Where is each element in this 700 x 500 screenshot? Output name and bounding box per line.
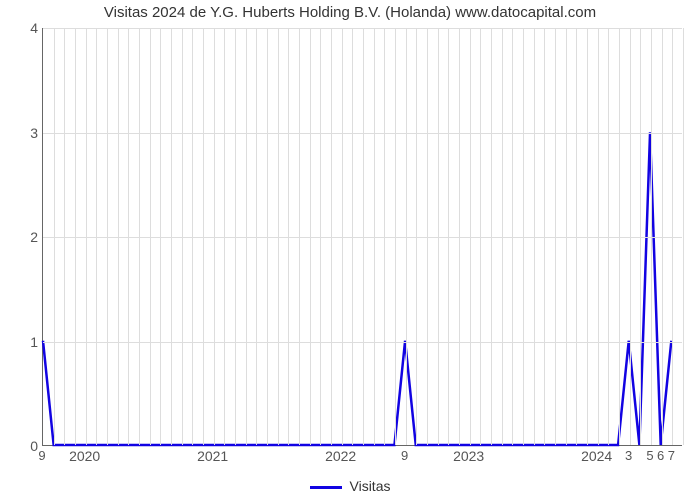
gridline-v	[96, 28, 97, 445]
gridline-v	[224, 28, 225, 445]
gridline-v	[662, 28, 663, 445]
data-point-label: 9	[38, 448, 45, 463]
y-tick-label: 3	[8, 125, 38, 141]
gridline-v	[214, 28, 215, 445]
gridline-v	[64, 28, 65, 445]
gridline-v	[651, 28, 652, 445]
gridline-v	[288, 28, 289, 445]
x-tick-label: 2021	[197, 448, 228, 464]
gridline-v	[54, 28, 55, 445]
gridline-v	[523, 28, 524, 445]
gridline-v	[459, 28, 460, 445]
gridline-v	[342, 28, 343, 445]
gridline-v	[331, 28, 332, 445]
gridline-v	[182, 28, 183, 445]
x-tick-label: 2024	[581, 448, 612, 464]
gridline-v	[502, 28, 503, 445]
gridline-v	[544, 28, 545, 445]
gridline-v	[640, 28, 641, 445]
gridline-v	[320, 28, 321, 445]
gridline-v	[512, 28, 513, 445]
gridline-v	[246, 28, 247, 445]
gridline-v	[192, 28, 193, 445]
gridline-v	[448, 28, 449, 445]
gridline-v	[363, 28, 364, 445]
x-tick-label: 2022	[325, 448, 356, 464]
chart-title: Visitas 2024 de Y.G. Huberts Holding B.V…	[0, 4, 700, 21]
data-point-label: 3	[625, 448, 632, 463]
data-point-label: 9	[401, 448, 408, 463]
gridline-v	[672, 28, 673, 445]
gridline-v	[630, 28, 631, 445]
gridline-v	[587, 28, 588, 445]
gridline-v	[608, 28, 609, 445]
y-tick-label: 1	[8, 334, 38, 350]
gridline-v	[107, 28, 108, 445]
y-tick-label: 4	[8, 20, 38, 36]
gridline-v	[150, 28, 151, 445]
x-tick-label: 2020	[69, 448, 100, 464]
data-point-label: 5	[646, 448, 653, 463]
gridline-v	[171, 28, 172, 445]
gridline-v	[491, 28, 492, 445]
y-tick-label: 2	[8, 229, 38, 245]
gridline-v	[75, 28, 76, 445]
gridline-v	[598, 28, 599, 445]
gridline-v	[395, 28, 396, 445]
gridline-v	[619, 28, 620, 445]
plot-area	[42, 28, 682, 446]
gridline-v	[267, 28, 268, 445]
gridline-v	[310, 28, 311, 445]
gridline-v	[278, 28, 279, 445]
gridline-v	[416, 28, 417, 445]
gridline-v	[352, 28, 353, 445]
gridline-v	[438, 28, 439, 445]
data-point-label: 7	[668, 448, 675, 463]
gridline-v	[427, 28, 428, 445]
legend-label: Visitas	[350, 478, 391, 494]
data-point-label: 6	[657, 448, 664, 463]
gridline-v	[555, 28, 556, 445]
visits-chart: Visitas 2024 de Y.G. Huberts Holding B.V…	[0, 0, 700, 500]
gridline-v	[683, 28, 684, 445]
legend: Visitas	[0, 478, 700, 494]
gridline-v	[256, 28, 257, 445]
y-tick-label: 0	[8, 438, 38, 454]
gridline-v	[480, 28, 481, 445]
gridline-v	[203, 28, 204, 445]
gridline-v	[128, 28, 129, 445]
x-tick-label: 2023	[453, 448, 484, 464]
legend-swatch	[310, 486, 342, 489]
gridline-v	[470, 28, 471, 445]
gridline-v	[86, 28, 87, 445]
gridline-v	[384, 28, 385, 445]
gridline-v	[566, 28, 567, 445]
gridline-v	[406, 28, 407, 445]
gridline-v	[534, 28, 535, 445]
gridline-v	[160, 28, 161, 445]
gridline-v	[118, 28, 119, 445]
gridline-v	[576, 28, 577, 445]
gridline-v	[299, 28, 300, 445]
gridline-v	[139, 28, 140, 445]
gridline-v	[235, 28, 236, 445]
gridline-v	[374, 28, 375, 445]
